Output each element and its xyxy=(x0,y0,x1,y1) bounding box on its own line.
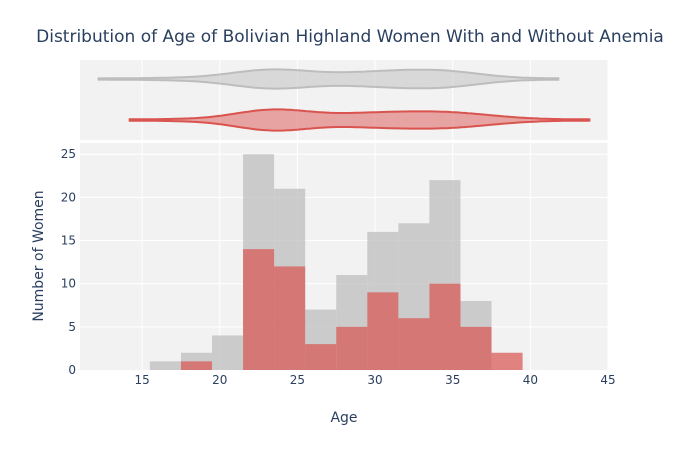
x-tick-label: 35 xyxy=(445,373,460,387)
x-tick-label: 30 xyxy=(367,373,382,387)
violin-layer xyxy=(97,68,591,132)
histogram-bar-series-2 xyxy=(336,326,368,370)
x-axis-label: Age xyxy=(330,410,357,426)
y-tick-label: 0 xyxy=(68,363,76,377)
y-tick-label: 5 xyxy=(68,320,76,334)
histogram-bar-series-2 xyxy=(460,326,492,370)
histogram-bar-series-2 xyxy=(305,344,337,370)
x-tick-label: 25 xyxy=(290,373,305,387)
y-tick-label: 15 xyxy=(61,234,76,248)
histogram-bar-series-2 xyxy=(398,318,430,370)
histogram-bar-series-1 xyxy=(149,361,181,370)
histogram-bar-series-2 xyxy=(429,283,461,370)
bars-layer xyxy=(149,154,523,370)
x-tick-label: 20 xyxy=(212,373,227,387)
histogram-bar-series-1 xyxy=(212,335,244,370)
marginal-violin xyxy=(97,68,560,90)
chart-title: Distribution of Age of Bolivian Highland… xyxy=(36,27,664,47)
histogram-bar-series-2 xyxy=(243,249,275,370)
histogram-bar-series-2 xyxy=(274,266,306,370)
y-axis-label: Number of Women xyxy=(31,190,47,321)
y-tick-label: 10 xyxy=(61,277,76,291)
x-tick-label: 45 xyxy=(600,373,615,387)
y-tick-label: 25 xyxy=(61,147,76,161)
histogram-bar-series-2 xyxy=(491,352,523,370)
y-tick-label: 20 xyxy=(61,190,76,204)
marginal-violin xyxy=(128,108,591,132)
x-tick-label: 15 xyxy=(134,373,149,387)
ticks-layer: 15 20 25 30 35 40 45 0 5 10 15 20 25 xyxy=(61,147,616,387)
x-tick-label: 40 xyxy=(523,373,538,387)
histogram-bar-series-2 xyxy=(367,292,399,370)
histogram-bar-series-2 xyxy=(180,361,212,370)
